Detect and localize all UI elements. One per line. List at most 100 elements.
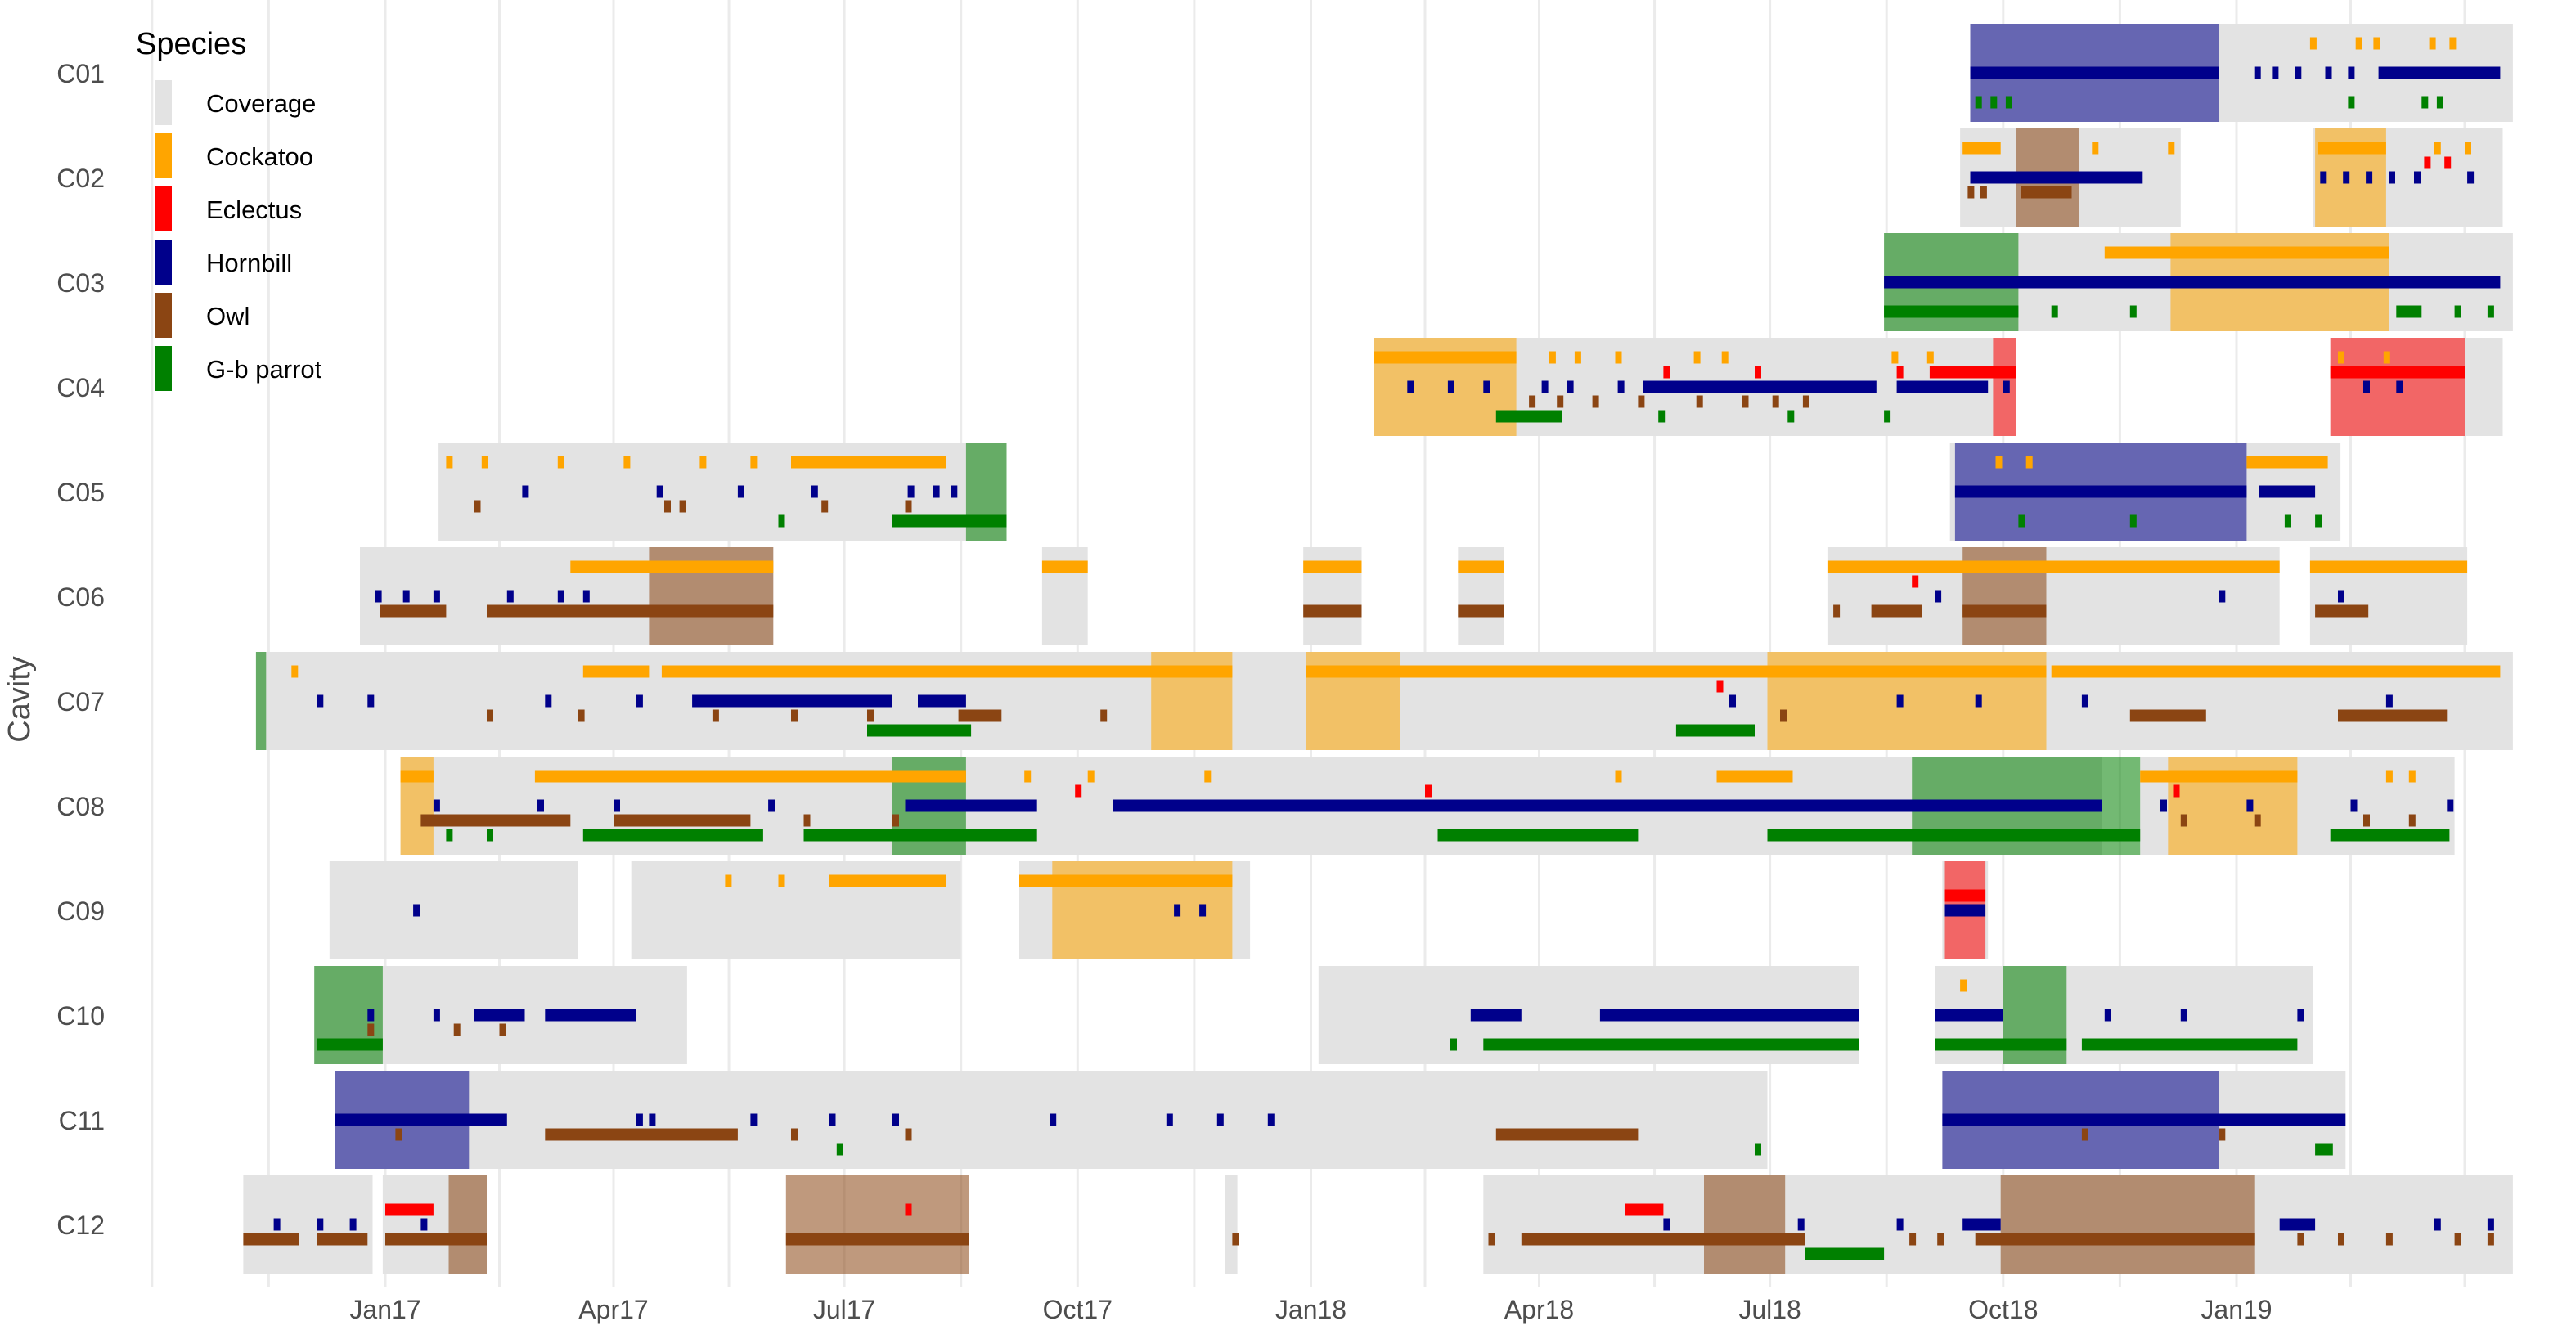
occupancy-c12-owl xyxy=(1704,1175,1786,1274)
detection-c07-owl xyxy=(487,709,493,722)
detection-c06-hornbill xyxy=(375,590,382,603)
detection-c09-cockatoo xyxy=(725,874,732,887)
detection-c10-hornbill xyxy=(545,1009,636,1022)
detection-c11-hornbill xyxy=(636,1113,643,1126)
detection-c04-cockatoo xyxy=(2383,351,2390,364)
detection-c09-eclectus xyxy=(1944,889,1986,902)
detection-c07-owl xyxy=(2338,709,2448,722)
legend-key-coverage xyxy=(155,80,172,125)
y-tick-label-c09: C09 xyxy=(56,896,105,926)
detection-c04-owl xyxy=(1772,395,1779,408)
detection-c05-hornbill xyxy=(522,485,529,498)
detection-c05-hornbill xyxy=(951,485,958,498)
detection-c07-owl xyxy=(958,709,1002,722)
detection-c05-cockatoo xyxy=(446,456,453,469)
detection-c01-hornbill xyxy=(2325,66,2332,79)
legend-label-coverage: Coverage xyxy=(206,89,316,118)
detection-c01-hornbill xyxy=(2254,66,2261,79)
detection-c08-cockatoo xyxy=(2385,770,2393,783)
detection-c11-g-b-parrot xyxy=(2315,1143,2333,1156)
detection-c08-hornbill xyxy=(2447,799,2454,812)
detection-c07-hornbill xyxy=(2385,694,2393,708)
detection-c08-eclectus xyxy=(1075,784,1082,798)
detection-c06-hornbill xyxy=(2338,590,2344,603)
detection-c05-owl xyxy=(474,500,481,513)
x-tick-label-oct18: Oct18 xyxy=(1968,1295,2038,1324)
detection-c07-owl xyxy=(578,709,585,722)
detection-c05-hornbill xyxy=(737,485,744,498)
detection-c06-cockatoo xyxy=(1303,560,1362,573)
detection-c07-hornbill xyxy=(367,694,375,708)
detection-c10-g-b-parrot xyxy=(317,1038,383,1051)
x-tick-label-jan19: Jan19 xyxy=(2201,1295,2272,1324)
x-tick-label-jul18: Jul18 xyxy=(1738,1295,1801,1324)
detection-c06-hornbill xyxy=(1935,590,1942,603)
detection-c12-hornbill xyxy=(1962,1218,2001,1231)
detection-c12-hornbill xyxy=(317,1218,324,1231)
detection-c10-owl xyxy=(453,1023,461,1036)
detection-c01-g-b-parrot xyxy=(2005,96,2012,109)
detection-c11-hornbill xyxy=(1942,1113,2346,1126)
detection-c05-cockatoo xyxy=(623,456,631,469)
detection-c07-owl xyxy=(1780,709,1787,722)
detection-c04-owl xyxy=(1696,395,1703,408)
legend-key-cockatoo xyxy=(155,133,172,178)
detection-c03-cockatoo xyxy=(2104,246,2389,259)
detection-c12-owl xyxy=(1232,1233,1239,1246)
detection-c12-owl xyxy=(317,1233,368,1246)
detection-c12-hornbill xyxy=(1896,1218,1904,1231)
detection-c09-hornbill xyxy=(1944,904,1986,917)
detection-c07-owl xyxy=(712,709,719,722)
detection-c12-owl xyxy=(2338,1233,2344,1246)
detection-c08-owl xyxy=(614,814,751,827)
detection-c10-g-b-parrot xyxy=(1935,1038,2067,1051)
detection-c04-cockatoo xyxy=(1549,351,1556,364)
detection-c12-eclectus xyxy=(905,1203,912,1216)
detection-c08-g-b-parrot xyxy=(803,829,1037,842)
detection-c06-owl xyxy=(2315,604,2369,618)
detection-c03-g-b-parrot xyxy=(2454,305,2461,318)
detection-c06-hornbill xyxy=(582,590,590,603)
detection-c11-owl xyxy=(545,1128,738,1141)
detection-c11-hornbill xyxy=(335,1113,507,1126)
detection-c10-owl xyxy=(499,1023,506,1036)
detection-c12-owl xyxy=(2454,1233,2461,1246)
detection-c07-cockatoo xyxy=(661,665,1233,678)
detection-c01-cockatoo xyxy=(2309,37,2317,50)
detection-c01-cockatoo xyxy=(2449,37,2457,50)
detection-c11-hornbill xyxy=(1050,1113,1057,1126)
detection-c08-hornbill xyxy=(905,799,1037,812)
detection-c11-hornbill xyxy=(1166,1113,1173,1126)
detection-c10-cockatoo xyxy=(1960,979,1967,992)
detection-c12-hornbill xyxy=(349,1218,357,1231)
detection-c04-hornbill xyxy=(1896,380,1989,393)
detection-c10-g-b-parrot xyxy=(1450,1038,1457,1051)
detection-c02-hornbill xyxy=(2389,171,2395,184)
legend-label-cockatoo: Cockatoo xyxy=(206,142,313,171)
detection-c04-hornbill xyxy=(2003,380,2010,393)
detection-c05-g-b-parrot xyxy=(2284,514,2291,528)
detection-c04-cockatoo xyxy=(1615,351,1622,364)
detection-c08-hornbill xyxy=(614,799,620,812)
occupancy-c12-owl xyxy=(448,1175,487,1274)
detection-c04-cockatoo xyxy=(1891,351,1899,364)
y-tick-label-c11: C11 xyxy=(59,1106,105,1135)
detection-c07-hornbill xyxy=(2081,694,2088,708)
y-tick-label-c03: C03 xyxy=(56,268,105,298)
detection-c08-eclectus xyxy=(1425,784,1432,798)
detection-c08-owl xyxy=(2408,814,2416,827)
detection-c10-hornbill xyxy=(2297,1009,2304,1022)
detection-c02-hornbill xyxy=(2366,171,2373,184)
legend-title: Species xyxy=(136,27,246,61)
detection-c12-hornbill xyxy=(420,1218,428,1231)
detection-c08-cockatoo xyxy=(400,770,434,783)
detection-c04-owl xyxy=(1557,395,1564,408)
detection-c09-cockatoo xyxy=(829,874,946,887)
detection-c07-eclectus xyxy=(1716,680,1724,693)
detection-c06-hornbill xyxy=(2219,590,2226,603)
detection-c04-owl xyxy=(1742,395,1749,408)
legend: Species Coverage Cockatoo Eclectus Hornbill… xyxy=(136,27,322,391)
detection-c04-cockatoo xyxy=(2338,351,2344,364)
detection-c05-g-b-parrot xyxy=(2018,514,2025,528)
